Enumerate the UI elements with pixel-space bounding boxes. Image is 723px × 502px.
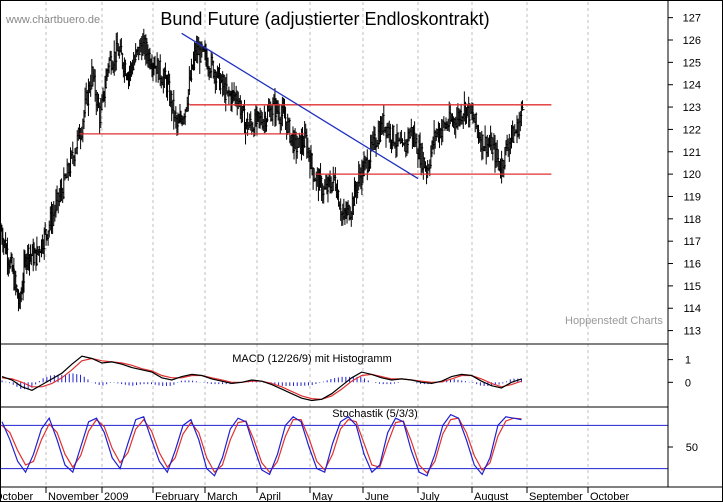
price-tick-label: 113: [683, 326, 701, 338]
price-tick-label: 122: [683, 124, 701, 136]
line-trendline: [181, 32, 419, 180]
x-tick-label: November: [48, 491, 99, 502]
macd-panel: [1, 355, 522, 402]
x-tick-label: August: [474, 491, 508, 502]
x-tick-label: April: [259, 491, 281, 502]
x-tick-label: June: [365, 491, 389, 502]
stoch-tick-label: 50: [686, 442, 698, 454]
price-tick-label: 119: [683, 191, 701, 203]
x-tick-label: October: [0, 491, 33, 502]
price-tick-label: 117: [683, 236, 701, 248]
stochastic-panel: [0, 413, 668, 477]
trend-lines: [79, 32, 552, 180]
x-tick-label: February: [155, 491, 200, 502]
stoch-title: Stochastik (5/3/3): [332, 408, 418, 420]
price-tick-label: 127: [683, 13, 701, 25]
price-tick-label: 118: [683, 214, 701, 226]
price-tick-label: 123: [683, 102, 701, 114]
x-tick-label: July: [420, 491, 440, 502]
x-tick-label: 2009: [104, 491, 128, 502]
price-tick-label: 121: [683, 147, 701, 159]
x-tick-label: October: [590, 491, 629, 502]
chart-title: Bund Future (adjustierter Endloskontrakt…: [160, 9, 489, 29]
stoch-k-line: [1, 413, 522, 477]
price-tick-label: 115: [683, 281, 701, 293]
macd-line: [1, 355, 522, 402]
macd-tick-label: 0: [685, 377, 691, 389]
watermark: www.chartbuero.de: [5, 14, 100, 26]
price-bars: [0, 28, 525, 312]
x-tick-label: September: [529, 491, 583, 502]
gridlines: [45, 2, 589, 487]
macd-title: MACD (12/26/9) mit Histogramm: [232, 353, 392, 365]
macd-tick-label: 1: [685, 355, 691, 367]
price-tick-label: 114: [683, 303, 701, 315]
stoch-d-line: [1, 417, 522, 474]
price-tick-label: 126: [683, 35, 701, 47]
price-tick-label: 116: [683, 259, 701, 271]
price-tick-label: 125: [683, 57, 701, 69]
price-tick-label: 124: [683, 80, 701, 92]
x-tick-label: May: [312, 491, 333, 502]
price-tick-label: 120: [683, 169, 701, 181]
credit-label: Hoppenstedt Charts: [565, 315, 663, 327]
x-tick-label: March: [207, 491, 238, 502]
